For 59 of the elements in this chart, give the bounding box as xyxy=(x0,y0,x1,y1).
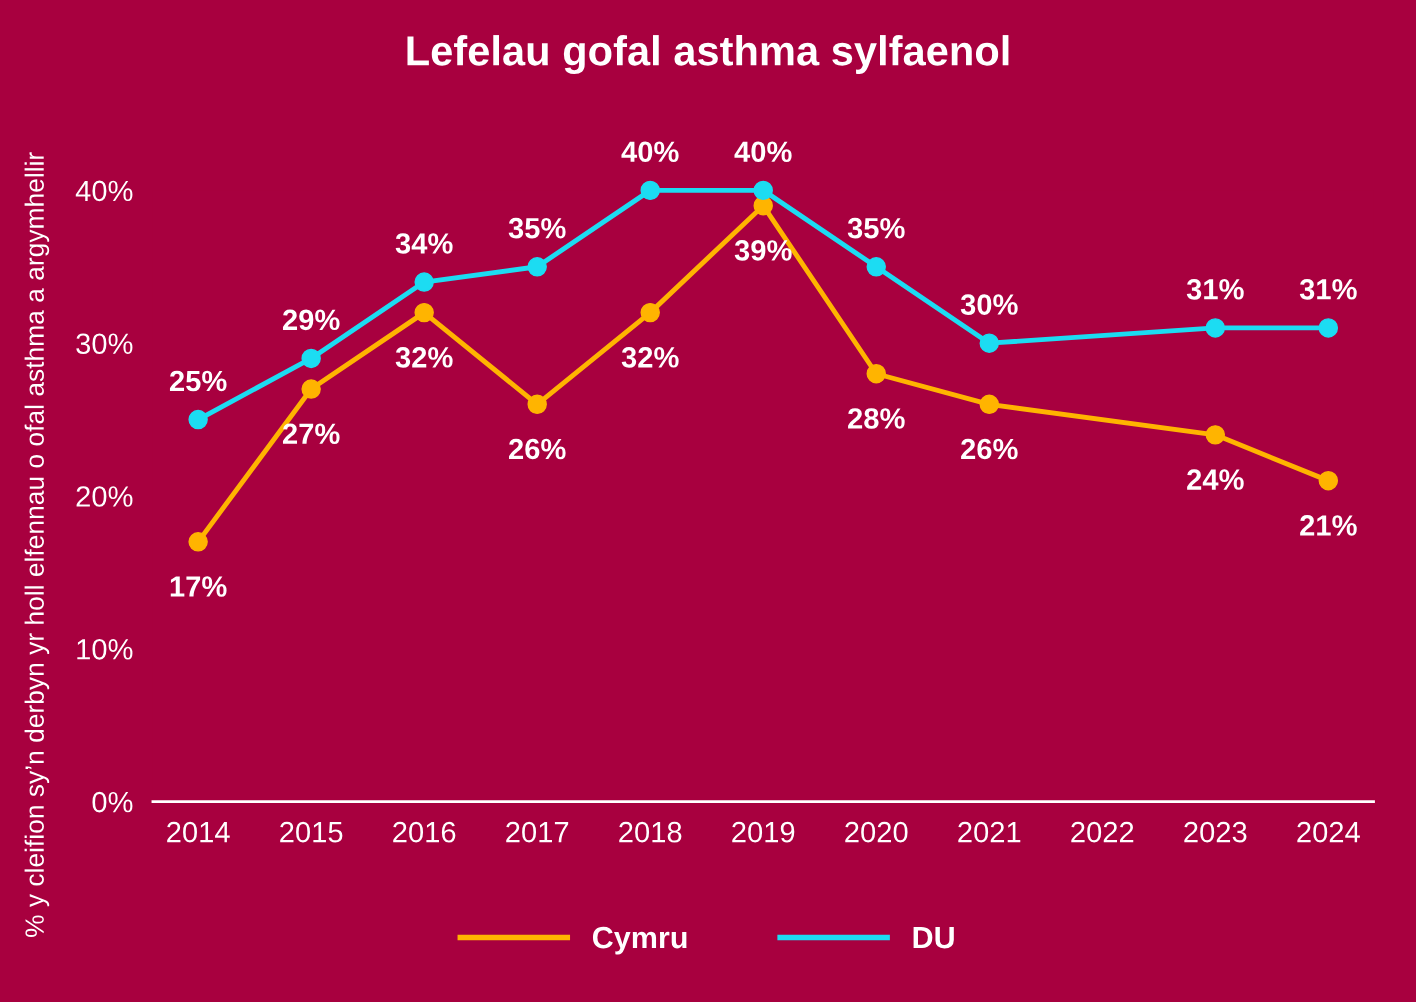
x-tick-label: 2019 xyxy=(732,821,795,843)
point xyxy=(414,302,434,323)
point xyxy=(640,302,660,323)
x-tick-label: 2017 xyxy=(506,821,569,843)
y-tick-label: 10% xyxy=(77,639,133,660)
y-tick-label: 30% xyxy=(76,333,133,355)
data-label: 26% xyxy=(509,438,566,460)
legend-label: Cymru xyxy=(592,926,687,955)
legend-label: DU xyxy=(913,927,954,949)
point xyxy=(979,394,999,415)
point xyxy=(1205,318,1226,338)
data-label: 31% xyxy=(1299,278,1357,300)
data-label: 35% xyxy=(508,217,566,239)
point xyxy=(1205,425,1226,445)
point xyxy=(188,409,208,430)
point xyxy=(979,333,999,353)
x-tick-label: 2016 xyxy=(393,821,456,843)
data-label: 32% xyxy=(395,347,453,368)
data-label: 34% xyxy=(395,233,453,254)
data-label: 27% xyxy=(282,423,340,445)
y-axis-title: % y cleifion sy’n derbyn yr holl elfennau o ofal asthma a argymhellir xyxy=(24,152,50,938)
x-tick-label: 2024 xyxy=(1297,821,1360,843)
data-label: 21% xyxy=(1300,515,1357,536)
x-tick-label: 2023 xyxy=(1184,821,1247,843)
x-tick-label: 2015 xyxy=(280,821,343,843)
data-label: 31% xyxy=(1186,278,1244,300)
y-tick-label: 0% xyxy=(92,791,133,813)
data-label: 29% xyxy=(282,309,340,331)
data-label: 39% xyxy=(734,240,792,261)
y-tick-label: 20% xyxy=(76,486,133,507)
x-tick-label: 2021 xyxy=(958,821,1021,843)
data-label: 26% xyxy=(961,438,1018,460)
data-label: 32% xyxy=(621,347,679,368)
x-tick-label: 2020 xyxy=(845,821,908,843)
point xyxy=(527,257,547,277)
point xyxy=(1318,318,1339,338)
x-tick-label: 2018 xyxy=(619,821,682,843)
data-label: 28% xyxy=(848,408,905,429)
point xyxy=(188,532,208,552)
data-label: 17% xyxy=(170,576,227,597)
point xyxy=(301,348,321,369)
point xyxy=(866,257,886,277)
point xyxy=(753,180,773,201)
data-label: 40% xyxy=(734,141,792,163)
data-label: 25% xyxy=(169,370,227,392)
data-label: 35% xyxy=(847,217,905,239)
point xyxy=(414,272,434,292)
data-label: 30% xyxy=(960,294,1018,315)
x-tick-label: 2022 xyxy=(1071,821,1134,843)
data-label: 40% xyxy=(621,141,679,163)
point xyxy=(1318,470,1339,491)
point xyxy=(866,364,886,384)
data-label: 24% xyxy=(1187,469,1244,490)
point xyxy=(301,379,321,399)
x-tick-label: 2014 xyxy=(167,821,230,843)
point xyxy=(527,394,547,415)
chart-title: Lefelau gofal asthma sylfaenol xyxy=(407,35,1009,75)
y-tick-label: 40% xyxy=(75,180,133,202)
point xyxy=(640,180,660,201)
